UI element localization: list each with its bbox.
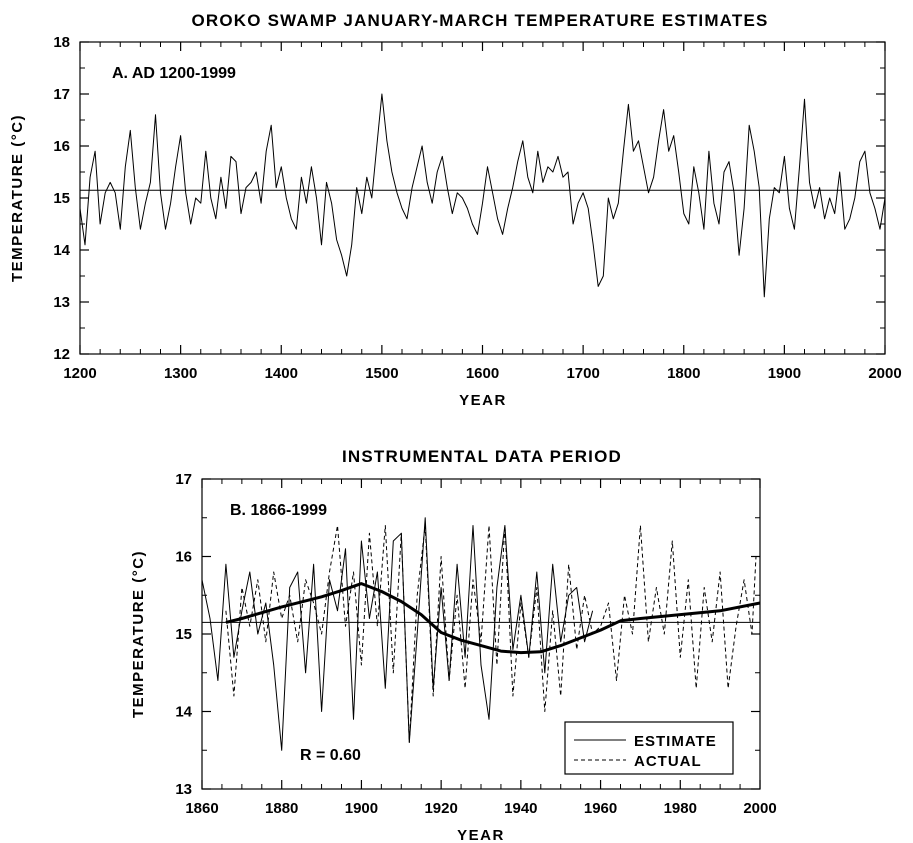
legend-actual-label: ACTUAL	[634, 753, 702, 770]
y-tick-label: 12	[53, 346, 70, 363]
panel-b-ticks	[201, 478, 761, 790]
y-tick-label: 15	[175, 626, 192, 643]
x-tick-label: 1920	[424, 800, 457, 817]
panel-b-x-axis-label: YEAR	[457, 827, 505, 843]
y-tick-label: 15	[53, 190, 70, 207]
panel-b-y-tick-labels: 13 14 15 16 17	[175, 471, 192, 798]
actual-series-line	[225, 525, 757, 743]
panel-b-series	[201, 517, 761, 751]
x-tick-label: 1700	[566, 365, 599, 382]
x-tick-label: 1400	[265, 365, 298, 382]
panel-b-legend: ESTIMATE ACTUAL	[564, 721, 734, 775]
y-tick-label: 17	[53, 86, 70, 103]
legend-frame	[564, 721, 734, 775]
y-tick-label: 16	[53, 138, 70, 155]
panel-a-x-axis-label: YEAR	[459, 392, 507, 409]
x-tick-label: 2000	[868, 365, 901, 382]
panel-a-series	[79, 93, 886, 298]
smoothed-series-line	[225, 582, 761, 655]
panel-b-correlation-annotation: R = 0.60	[300, 747, 361, 764]
panel-b-label: B. 1866-1999	[230, 502, 327, 519]
panel-b-x-tick-labels: 1860 1880 1900 1920 1940 1960 1980 2000	[185, 800, 776, 817]
x-tick-label: 1300	[164, 365, 197, 382]
x-tick-label: 1800	[667, 365, 700, 382]
panel-a-ticks	[79, 41, 886, 355]
y-tick-label: 14	[53, 242, 70, 259]
panel-a: OROKO SWAMP JANUARY-MARCH TEMPERATURE ES…	[9, 11, 902, 409]
panel-b-y-axis-label: TEMPERATURE (°C)	[130, 550, 147, 718]
panel-a-plot-frame	[79, 41, 886, 355]
panel-b: INSTRUMENTAL DATA PERIOD 13 14 15 16 17 1860…	[130, 447, 777, 843]
x-tick-label: 2000	[743, 800, 776, 817]
x-tick-label: 1900	[768, 365, 801, 382]
x-tick-label: 1860	[185, 800, 218, 817]
y-tick-label: 14	[175, 704, 192, 721]
x-tick-label: 1960	[584, 800, 617, 817]
panel-a-y-tick-labels: 12 13 14 15 16 17 18	[53, 34, 70, 363]
legend-estimate-label: ESTIMATE	[634, 733, 717, 750]
estimate-series-line	[79, 93, 886, 298]
panel-a-y-axis-label: TEMPERATURE (°C)	[9, 114, 26, 282]
x-tick-label: 1940	[504, 800, 537, 817]
x-tick-label: 1900	[345, 800, 378, 817]
panel-a-x-tick-labels: 1200 1300 1400 1500 1600 1700 1800 1900 2000	[63, 365, 901, 382]
y-tick-label: 16	[175, 549, 192, 566]
x-tick-label: 1880	[265, 800, 298, 817]
x-tick-label: 1600	[466, 365, 499, 382]
y-tick-label: 13	[53, 294, 70, 311]
y-tick-label: 17	[175, 471, 192, 488]
panel-a-title: OROKO SWAMP JANUARY-MARCH TEMPERATURE ES…	[191, 11, 768, 30]
x-tick-label: 1980	[664, 800, 697, 817]
y-tick-label: 13	[175, 781, 192, 798]
estimate-series-line	[201, 517, 594, 751]
y-tick-label: 18	[53, 34, 70, 51]
panel-a-label: A. AD 1200-1999	[112, 65, 236, 82]
x-tick-label: 1500	[365, 365, 398, 382]
x-tick-label: 1200	[63, 365, 96, 382]
panel-b-title: INSTRUMENTAL DATA PERIOD	[342, 447, 622, 466]
